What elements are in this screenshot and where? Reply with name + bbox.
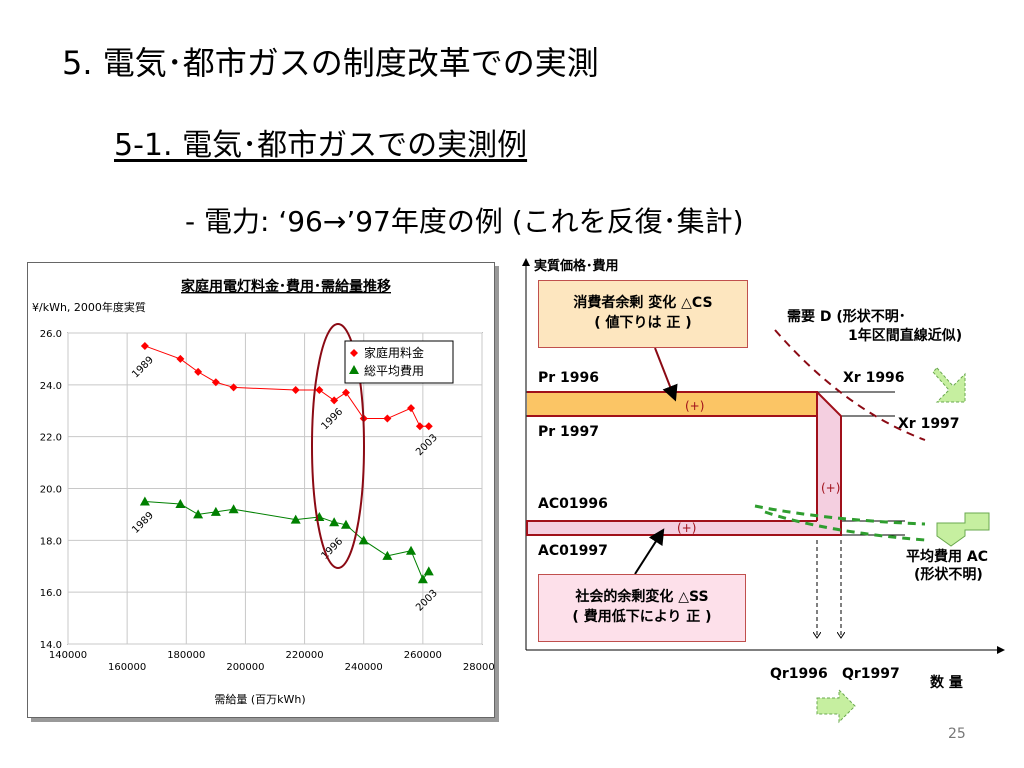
data-point [176,354,185,363]
ac-label-line2: (形状不明) [914,567,983,583]
slide-bullet: - 電力: ‘96→’97年度の例 (これを反復･集計) [185,205,744,238]
data-point [210,506,221,516]
data-point [341,388,350,397]
data-point [329,517,340,527]
slide-heading: 5. 電気･都市ガスの制度改革での実測 [62,44,599,82]
slide-subheading: 5-1. 電気･都市ガスでの実測例 [114,128,528,163]
legend-marker-red [350,349,358,357]
cs-area [527,392,817,416]
data-point [423,566,434,576]
data-point [315,386,324,395]
label-qr1996: Qr1996 [770,666,828,682]
cs-box-line2: ( 値下りは 正 ) [594,315,692,331]
data-point [424,422,433,431]
ac-curve-1997 [764,510,926,542]
plus-cs: (+) [685,399,704,413]
x-tick-label: 240000 [345,662,383,673]
y-tick-label: 14.0 [40,640,62,651]
chart-xlabel: 需給量 (百万kWh) [214,692,305,706]
y-tick-label: 18.0 [40,536,62,547]
data-point [358,535,369,545]
label-xr1996: Xr 1996 [843,370,905,386]
ac-label-line1: 平均費用 AC [906,549,988,565]
x-tick-label: 220000 [285,650,323,661]
x-tick-label: 200000 [226,662,264,673]
data-point [382,550,393,560]
data-point [175,499,186,509]
data-point [291,386,300,395]
demand-label-line2: 1年区間直線近似) [848,328,963,344]
data-point [340,519,351,529]
chart-panel: 家庭用電灯料金･費用･需給量推移 ¥/kWh, 2000年度実質 14.0 16.… [27,262,495,718]
x-tick-label: 140000 [49,650,87,661]
x-tick-label: 180000 [167,650,205,661]
data-point [415,422,424,431]
y-tick-label: 20.0 [40,485,62,496]
cs-box-line1: 消費者余剰 変化 △CS [573,295,713,311]
shift-arrow-demand [932,367,966,403]
x-tick-label: 160000 [108,662,146,673]
data-point [229,383,238,392]
demand-curve [774,329,926,441]
surplus-diagram: (+) (+) (+) [522,258,1005,724]
down-arrow-right [936,512,990,547]
ac-curve-1996 [754,504,926,526]
data-point [139,496,150,506]
plus-ss: (+) [677,521,696,535]
label-xr1997: Xr 1997 [898,416,960,432]
ss-box-line2: ( 費用低下により 正 ) [572,609,712,625]
y-tick-label: 22.0 [40,433,62,444]
diagram-x-label: 数 量 [930,675,963,691]
y-tick-label: 24.0 [40,381,62,392]
line-chart: 家庭用電灯料金･費用･需給量推移 ¥/kWh, 2000年度実質 14.0 16.… [32,278,494,706]
chart-legend: 家庭用料金 総平均費用 [344,340,454,384]
data-point [193,509,204,519]
legend-label-0: 家庭用料金 [364,345,424,360]
page-number: 25 [948,726,966,742]
consumer-surplus-box: 消費者余剰 変化 △CS ( 値下りは 正 ) [538,280,748,348]
x-tick-label: 280000 [463,662,494,673]
data-point [407,404,416,413]
chart-title: 家庭用電灯料金･費用･需給量推移 [181,278,391,295]
demand-label-line1: 需要 D (形状不明･ [787,309,906,325]
data-point [290,514,301,524]
legend-marker-green [349,365,359,374]
chart-ylabel: ¥/kWh, 2000年度実質 [32,300,146,314]
social-surplus-box: 社会的余剰変化 △SS ( 費用低下により 正 ) [538,574,746,642]
data-point [383,414,392,423]
legend-label-1: 総平均費用 [364,363,424,378]
data-point [417,574,428,584]
label-ac1997: AC01997 [538,543,608,559]
data-point [406,545,417,555]
ss-box-line1: 社会的余剰変化 △SS [575,589,709,605]
plus-vertical: (+) [821,481,840,495]
label-pr1997: Pr 1997 [538,424,600,440]
label-pr1996: Pr 1996 [538,370,600,386]
label-qr1997: Qr1997 [842,666,900,682]
ss-vertical-area [817,416,841,521]
data-point [211,378,220,387]
label-ac1996: AC01996 [538,496,608,512]
diagram-y-label: 実質価格･費用 [534,259,619,274]
data-point [140,341,149,350]
data-point [330,396,339,405]
shift-arrow-quantity [816,688,856,724]
y-tick-label: 26.0 [40,329,62,340]
series-line-0 [144,345,429,427]
y-tick-label: 16.0 [40,588,62,599]
data-point [228,504,239,514]
series-line-1 [144,500,430,581]
ss-area [527,521,841,535]
highlight-ellipse [311,323,365,569]
x-tick-label: 260000 [404,650,442,661]
data-point [194,367,203,376]
